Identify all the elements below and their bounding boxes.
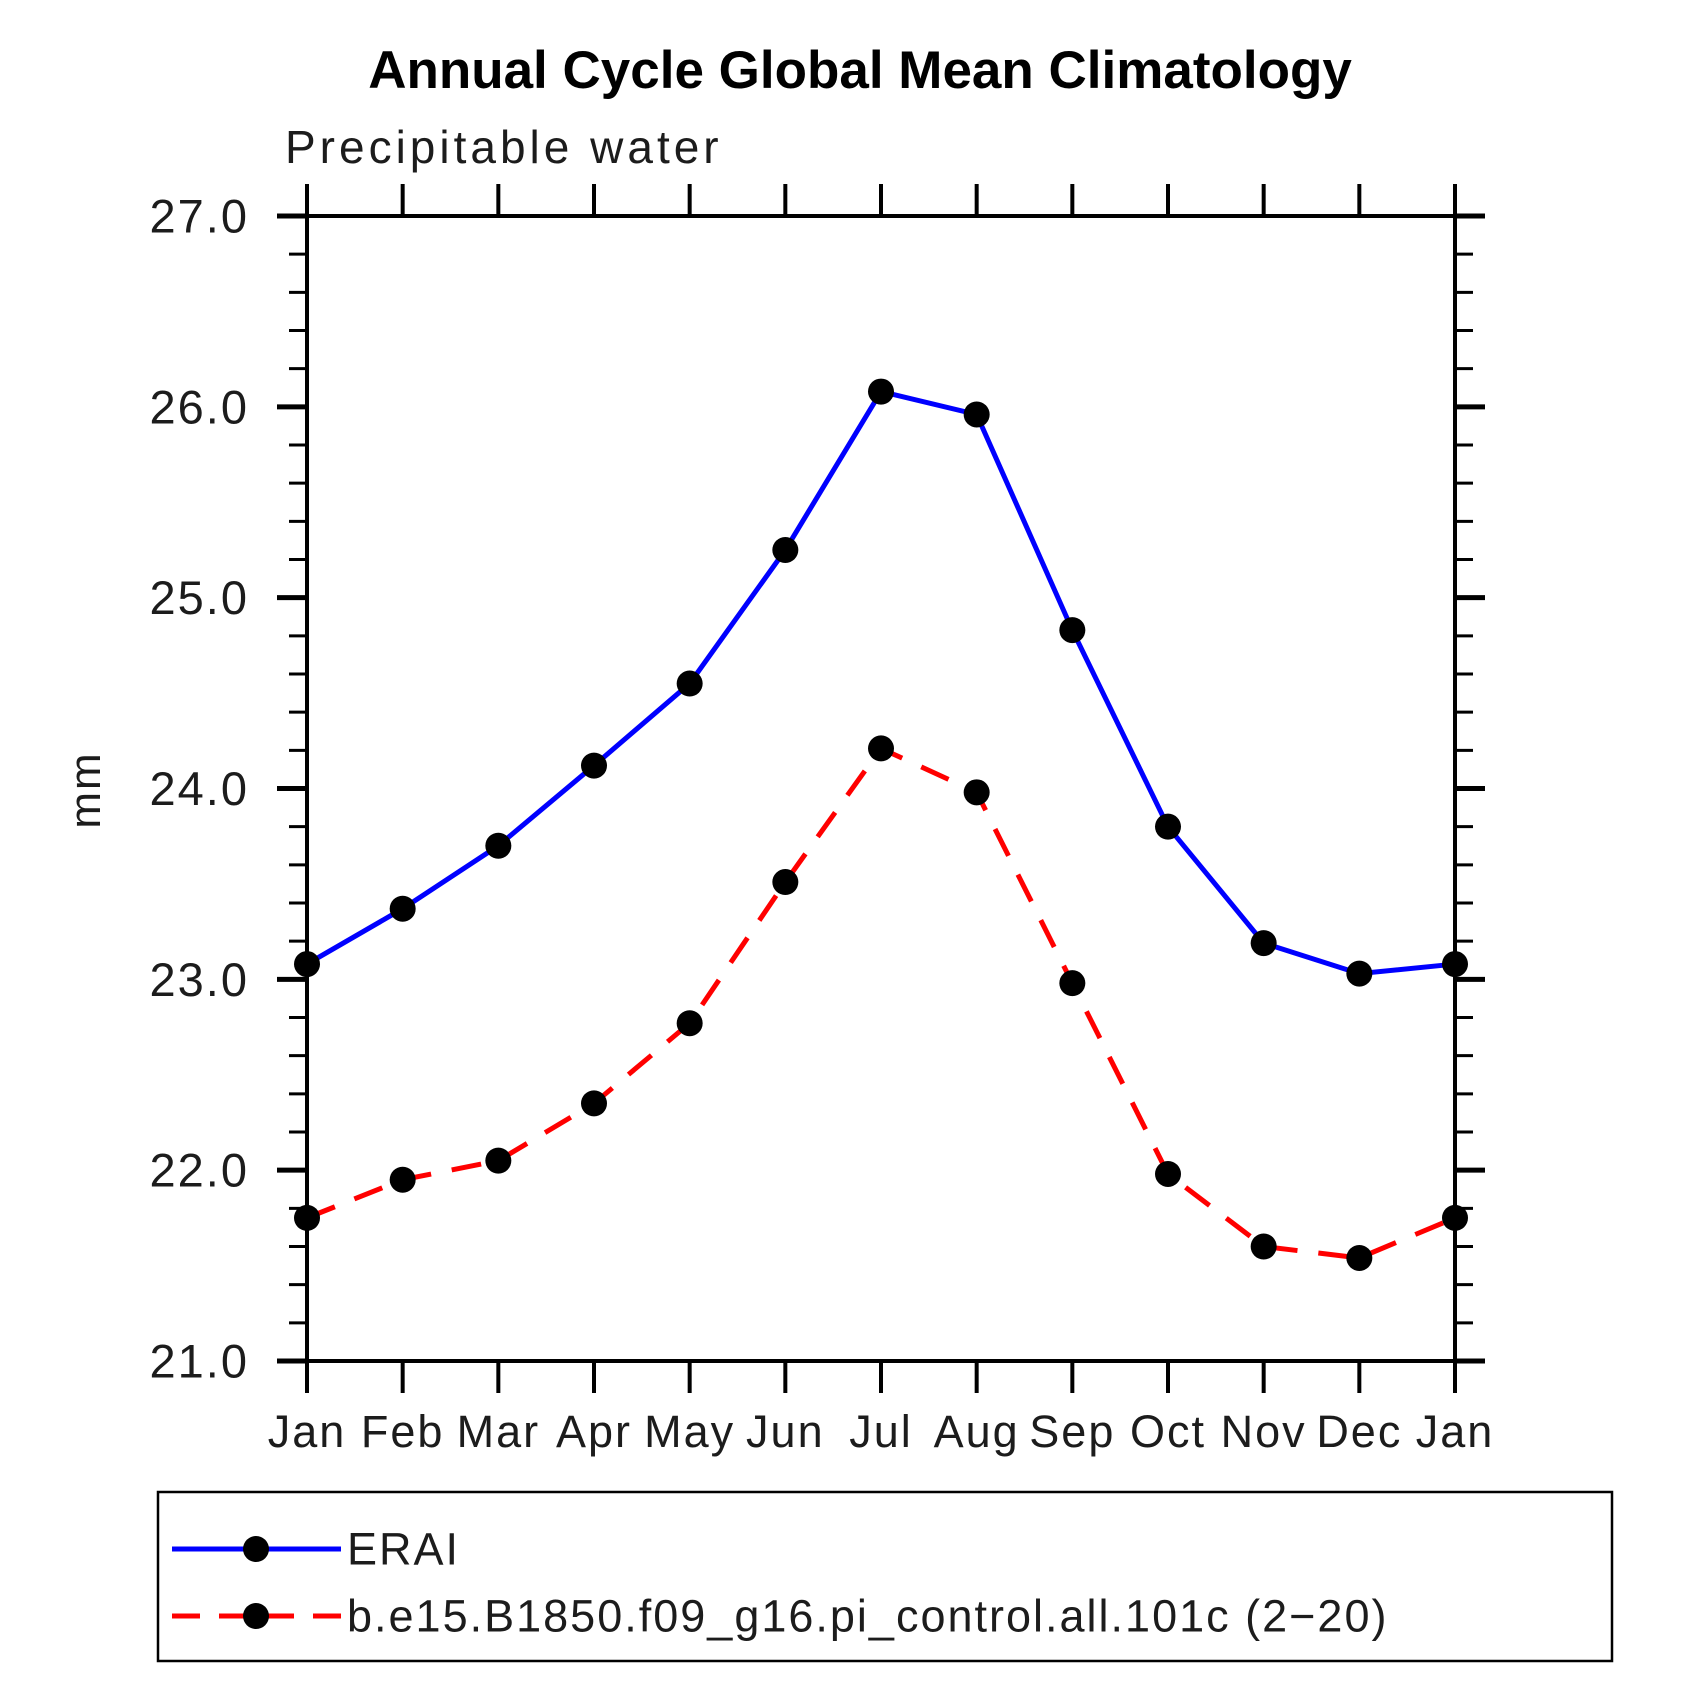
y-tick-label: 23.0 [150, 953, 249, 1006]
data-point-erai [772, 536, 799, 563]
x-tick-label: Oct [1130, 1406, 1206, 1457]
data-point-model [868, 735, 894, 762]
legend-keys [172, 1536, 341, 1629]
x-tick-label: May [644, 1406, 735, 1457]
data-point-model [1155, 1160, 1181, 1187]
legend-key-marker [243, 1536, 269, 1562]
data-point-erai [581, 752, 607, 779]
legend-box [156, 1490, 1614, 1663]
y-tick-label: 21.0 [150, 1335, 249, 1388]
data-point-model [676, 1010, 703, 1037]
x-tick-label: Jan [268, 1406, 347, 1457]
legend-key-marker [243, 1603, 269, 1629]
data-point-model [1059, 970, 1086, 997]
data-point-model [1442, 1204, 1468, 1231]
x-tick-label: Mar [457, 1406, 541, 1457]
data-point-erai [1346, 960, 1373, 987]
plot-area: 21.0 22.0 23.0 24.0 25.0 26.0 27.0 Jan Feb Mar Apr… [150, 184, 1495, 1457]
data-point-erai [1155, 813, 1181, 840]
y-axis-unit-label: mm [61, 751, 110, 828]
data-point-model [1250, 1233, 1277, 1260]
x-tick-label: Jun [746, 1406, 825, 1457]
y-tick-label: 25.0 [150, 571, 249, 624]
data-point-erai [1442, 951, 1468, 978]
x-tick-label: Apr [556, 1406, 632, 1457]
data-point-erai [676, 670, 703, 697]
x-tick-label: Aug [934, 1406, 1020, 1457]
data-point-erai [868, 378, 894, 405]
chart-subtitle: Precipitable water [285, 121, 723, 173]
data-point-model [485, 1147, 512, 1174]
data-point-erai [963, 401, 990, 428]
x-tick-label: Sep [1029, 1406, 1115, 1457]
x-tick-label: Nov [1221, 1406, 1307, 1457]
data-point-erai [485, 832, 512, 859]
data-point-model [772, 869, 799, 896]
data-point-model [963, 779, 990, 806]
y-tick-label: 24.0 [150, 762, 249, 815]
x-tick-label: Jul [849, 1406, 913, 1457]
x-tick-label: Dec [1316, 1406, 1402, 1457]
series-line-model [306, 745, 1456, 1261]
x-tick-label: Jan [1416, 1406, 1495, 1457]
chart-title: Annual Cycle Global Mean Climatology [368, 41, 1352, 100]
data-point-model [294, 1204, 320, 1231]
legend-label-erai: ERAI [347, 1524, 460, 1575]
legend-label-model: b.e15.B1850.f09_g16.pi_control.all.101c … [347, 1591, 1388, 1642]
data-point-model [1346, 1244, 1373, 1271]
x-tick-label: Feb [361, 1406, 445, 1457]
y-tick-label: 27.0 [150, 190, 249, 243]
legend: ERAI b.e15.B1850.f09_g16.pi_control.all.… [156, 1490, 1614, 1663]
series-line-erai [305, 388, 1456, 977]
data-point-erai [389, 895, 416, 922]
data-point-model [389, 1166, 416, 1193]
plot-frame [305, 214, 1457, 1363]
data-point-erai [294, 951, 320, 978]
data-point-erai [1250, 930, 1277, 957]
data-point-model [581, 1090, 607, 1117]
y-tick-label: 22.0 [150, 1144, 249, 1197]
y-tick-label: 26.0 [150, 380, 249, 433]
data-point-erai [1059, 617, 1086, 644]
